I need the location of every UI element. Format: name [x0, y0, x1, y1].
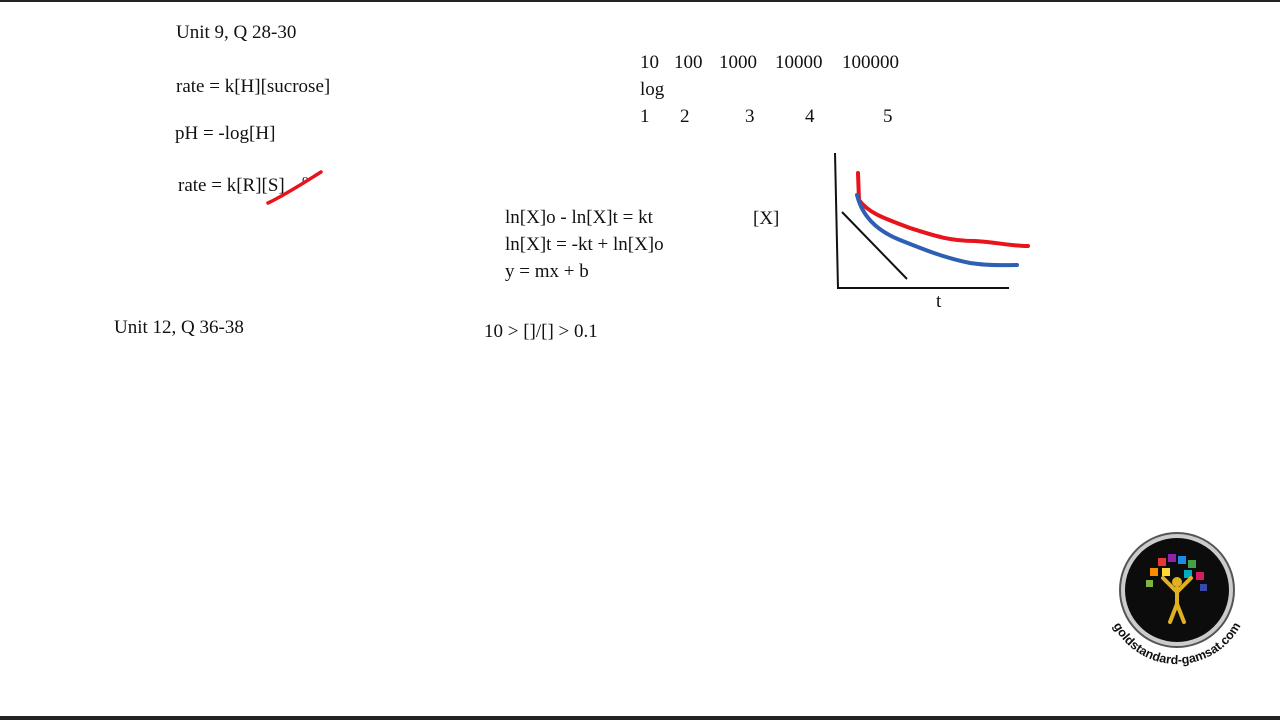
log-value: 5: [883, 106, 893, 127]
log-value: 2: [680, 106, 690, 127]
power: 10000: [775, 52, 823, 73]
logo: goldstandard-gamsat.com: [1111, 532, 1243, 667]
logo-tile: [1158, 558, 1166, 566]
power: 100000: [842, 52, 899, 73]
y-label: [X]: [753, 208, 779, 229]
power: 100: [674, 52, 703, 73]
logo-figure: [1161, 576, 1193, 624]
superscript: o: [302, 171, 309, 186]
logo-figure: [1172, 577, 1182, 587]
logo-tile: [1146, 580, 1153, 587]
note-line: rate = k[R][S]: [178, 175, 285, 196]
note-line: pH = -log[H]: [175, 123, 275, 144]
x-label: t: [936, 291, 942, 312]
equation: y = mx + b: [505, 261, 589, 282]
logo-tile: [1200, 584, 1207, 591]
note-line: rate = k[H][sucrose]: [176, 76, 330, 97]
heading: Unit 9, Q 28-30: [176, 22, 296, 43]
top-edge: [0, 0, 1280, 2]
equation: ln[X]t = -kt + ln[X]o: [505, 234, 664, 255]
log-value: 4: [805, 106, 815, 127]
power: 1000: [719, 52, 757, 73]
logo-tile: [1150, 568, 1158, 576]
log-label: log: [640, 79, 665, 100]
log-value: 1: [640, 106, 650, 127]
bottom-edge: [0, 716, 1280, 720]
logo-tile: [1162, 568, 1170, 576]
logo-tile: [1178, 556, 1186, 564]
heading: Unit 12, Q 36-38: [114, 317, 244, 338]
equation: ln[X]o - ln[X]t = kt: [505, 207, 654, 228]
red-curve: [856, 171, 1030, 248]
ratio: 10 > []/[] > 0.1: [484, 321, 598, 342]
logo-tile: [1184, 570, 1192, 578]
power: 10: [640, 52, 659, 73]
logo-tile: [1168, 554, 1176, 562]
strike-mark: [266, 170, 323, 205]
tangent-line: [841, 211, 908, 280]
logo-tile: [1188, 560, 1196, 568]
y-axis: [834, 152, 839, 290]
logo-tile: [1196, 572, 1204, 580]
blue-curve: [855, 193, 1019, 268]
log-value: 3: [745, 106, 755, 127]
